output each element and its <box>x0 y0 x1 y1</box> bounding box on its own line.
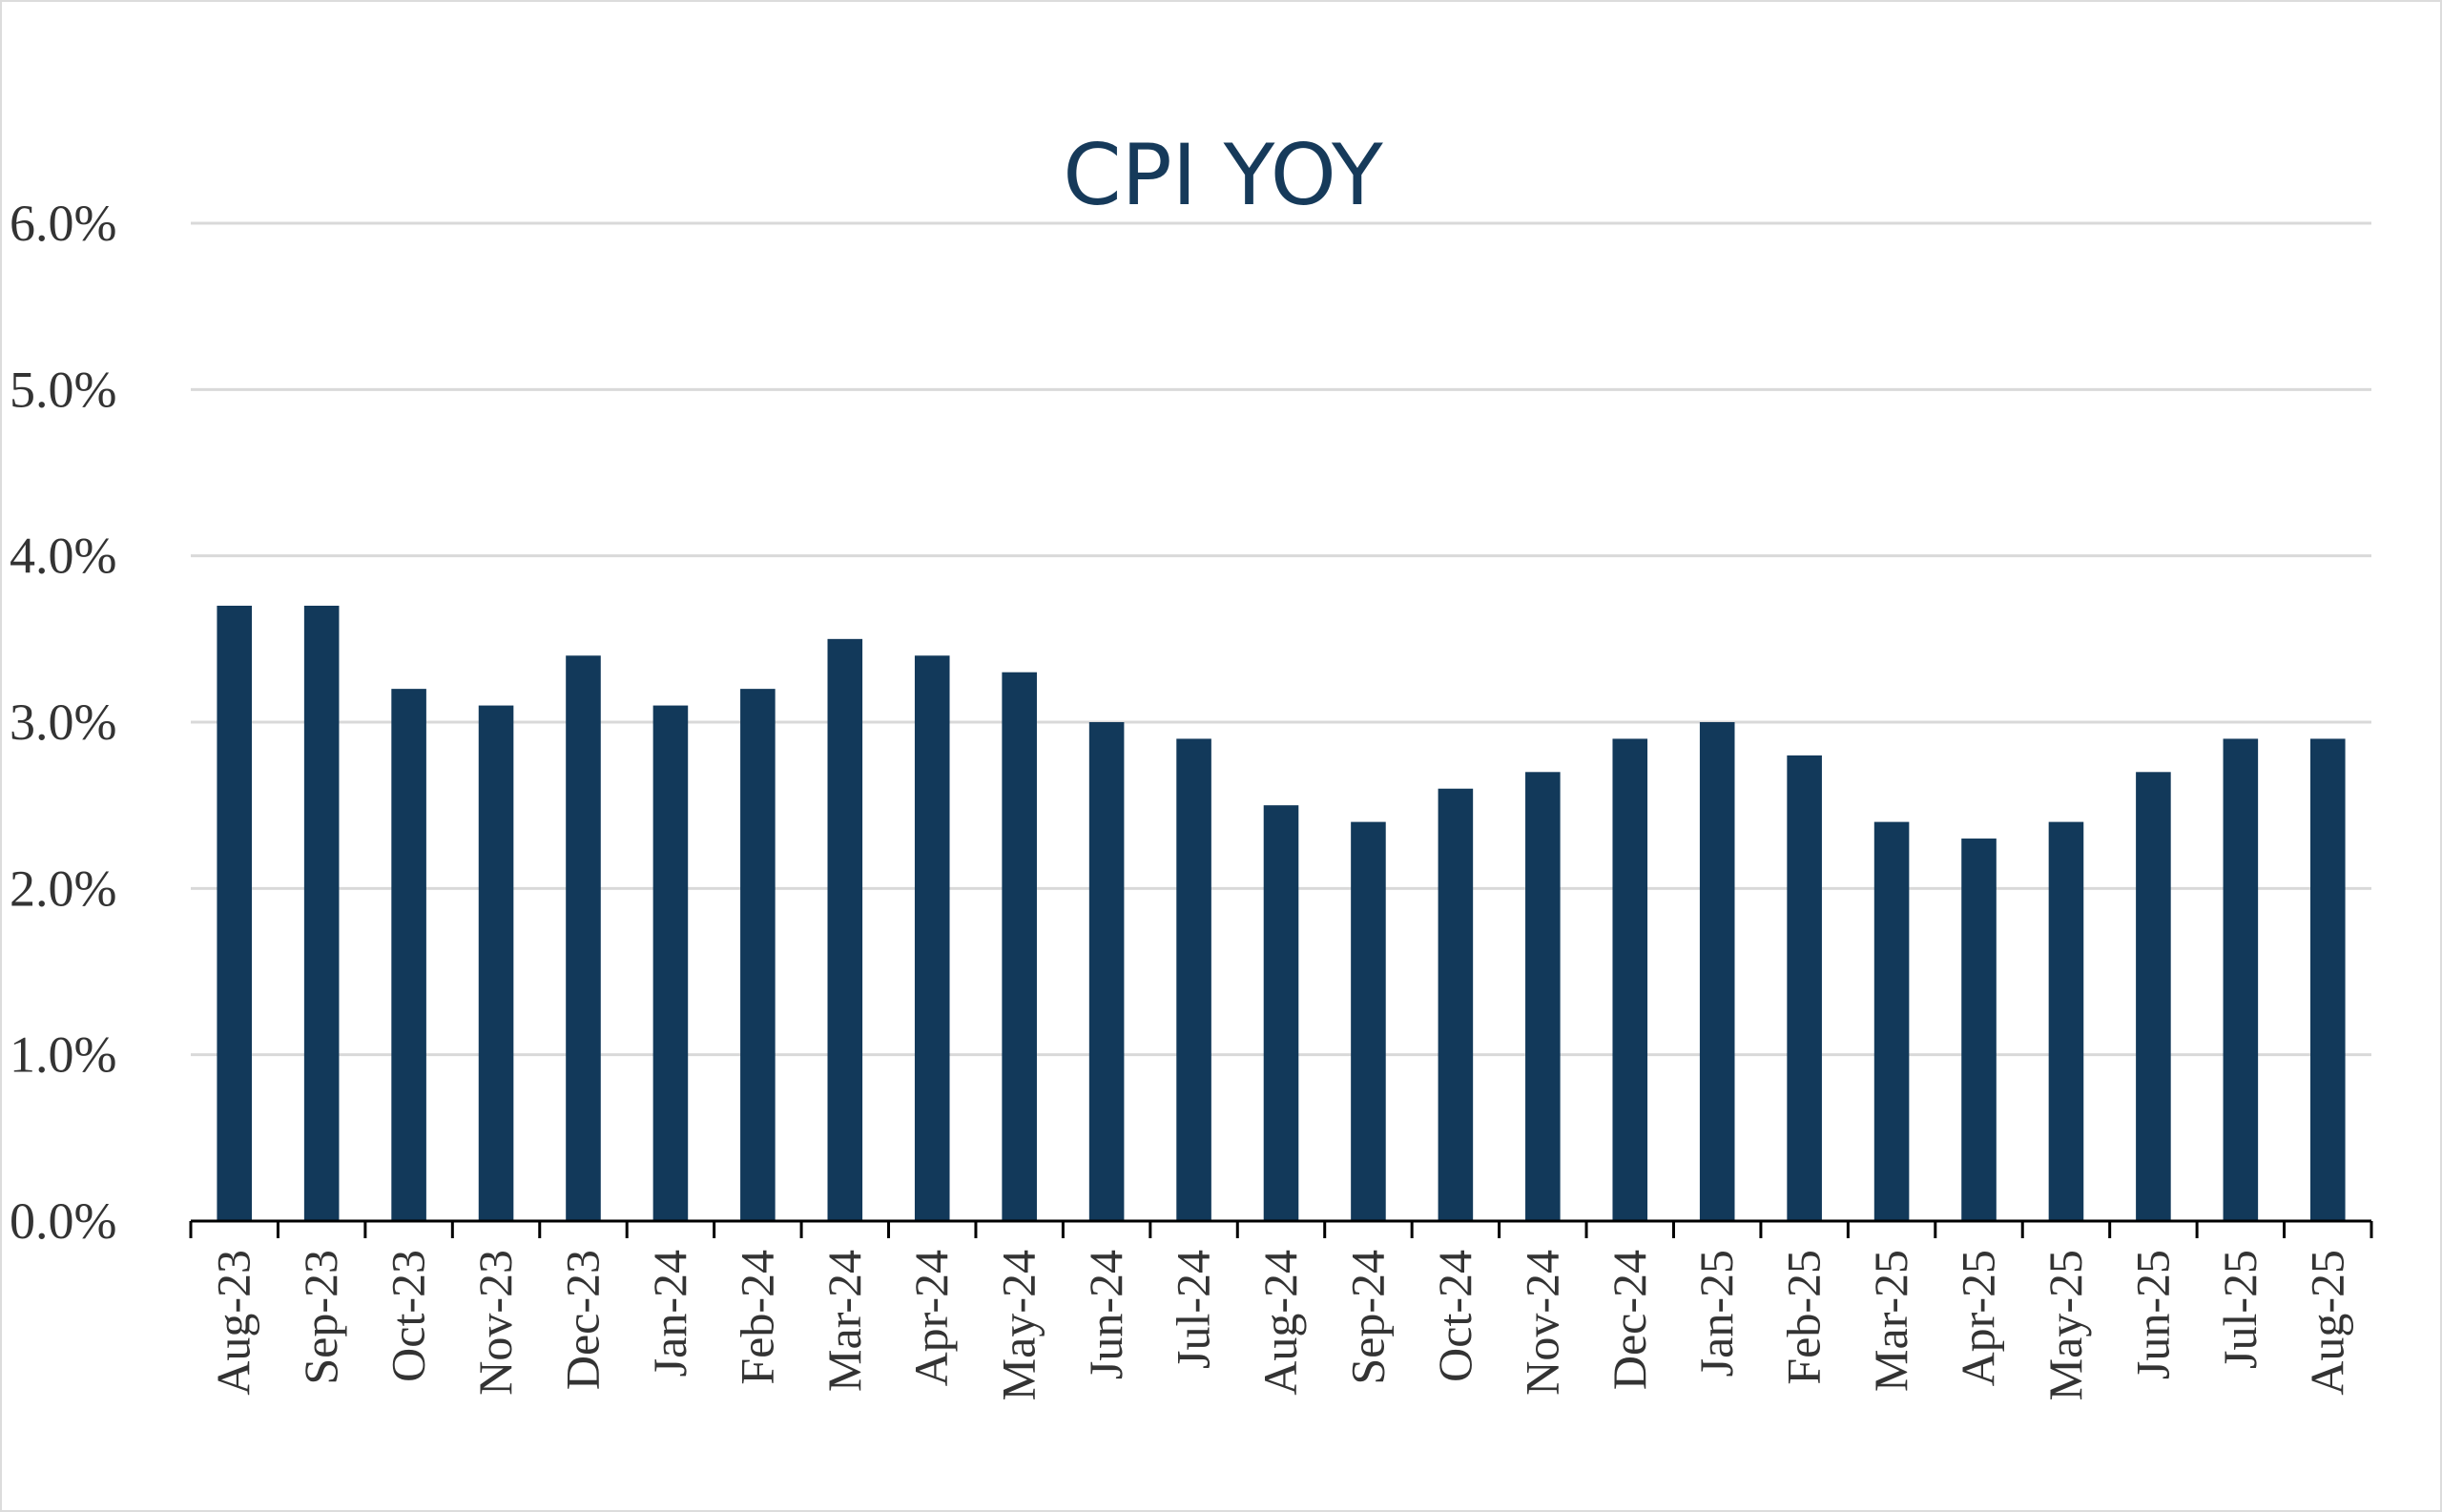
bar <box>1961 839 1997 1221</box>
x-tick-label: Sep-23 <box>294 1250 347 1385</box>
bar <box>1351 821 1386 1221</box>
bar <box>1088 722 1125 1221</box>
bar <box>478 705 514 1221</box>
x-tick-label: Oct-24 <box>1428 1250 1481 1382</box>
bar <box>652 705 689 1221</box>
bar <box>914 655 950 1221</box>
gridlines <box>191 221 2371 1057</box>
bar <box>2223 738 2259 1221</box>
x-tick-label: Apr-25 <box>1952 1250 2005 1386</box>
x-tick-label: Apr-24 <box>904 1250 958 1386</box>
x-tick-label: Aug-24 <box>1253 1250 1307 1396</box>
x-tick-label: Dec-24 <box>1603 1250 1656 1390</box>
x-tick-label: Feb-24 <box>730 1250 783 1385</box>
x-axis-tick-labels: Aug-23 Sep-23 Oct-23 Nov-23 Dec-23 Jan-24 Feb-… <box>207 1250 2354 1400</box>
x-tick-label: Aug-25 <box>2300 1250 2353 1396</box>
x-tick-label: Jul-25 <box>2213 1250 2266 1369</box>
x-tick-label: May-24 <box>992 1250 1045 1400</box>
y-tick-label: 3.0% <box>10 694 116 751</box>
chart-title: CPI YOY <box>1063 126 1383 224</box>
x-tick-label: Jan-24 <box>643 1250 696 1377</box>
x-tick-label: Nov-24 <box>1515 1250 1568 1396</box>
x-tick-label: Mar-24 <box>817 1250 871 1392</box>
y-tick-label: 4.0% <box>10 528 116 585</box>
x-tick-label: Sep-24 <box>1340 1250 1394 1385</box>
y-tick-label: 2.0% <box>10 860 116 917</box>
y-tick-label: 1.0% <box>10 1026 116 1084</box>
bar <box>1699 722 1735 1221</box>
x-tick-label: Dec-23 <box>555 1250 609 1390</box>
x-tick-label: Feb-25 <box>1777 1250 1831 1385</box>
x-tick-label: Jan-25 <box>1689 1250 1743 1377</box>
bar <box>391 689 426 1221</box>
bar <box>1176 738 1211 1221</box>
bar <box>740 689 776 1221</box>
bar <box>1002 672 1037 1221</box>
x-axis <box>189 1219 2373 1238</box>
bar <box>827 638 863 1221</box>
y-tick-label: 6.0% <box>10 195 116 252</box>
x-tick-label: Nov-23 <box>468 1250 522 1396</box>
bar <box>1525 772 1561 1221</box>
bar <box>1787 755 1822 1221</box>
bar <box>2048 821 2084 1221</box>
bar <box>1438 788 1474 1221</box>
bar <box>1263 805 1299 1221</box>
bar <box>1612 738 1648 1221</box>
bar <box>217 605 253 1221</box>
bar <box>2136 772 2171 1221</box>
x-tick-label: May-25 <box>2038 1250 2092 1400</box>
x-tick-label: Jul-24 <box>1167 1250 1220 1369</box>
x-tick-label: Oct-23 <box>382 1250 435 1382</box>
bar <box>2309 738 2346 1221</box>
bar <box>303 605 340 1221</box>
x-tick-label: Mar-25 <box>1864 1250 1917 1392</box>
bar <box>1873 821 1910 1221</box>
x-tick-label: Aug-23 <box>207 1250 260 1396</box>
y-tick-label: 0.0% <box>10 1192 116 1250</box>
y-axis-tick-labels: 0.0% 1.0% 2.0% 3.0% 4.0% 5.0% 6.0% <box>10 195 116 1250</box>
bar <box>566 655 601 1221</box>
y-tick-label: 5.0% <box>10 361 116 418</box>
x-tick-label: Jun-25 <box>2125 1250 2179 1379</box>
x-tick-label: Jun-24 <box>1079 1250 1132 1379</box>
bars <box>217 605 2346 1221</box>
